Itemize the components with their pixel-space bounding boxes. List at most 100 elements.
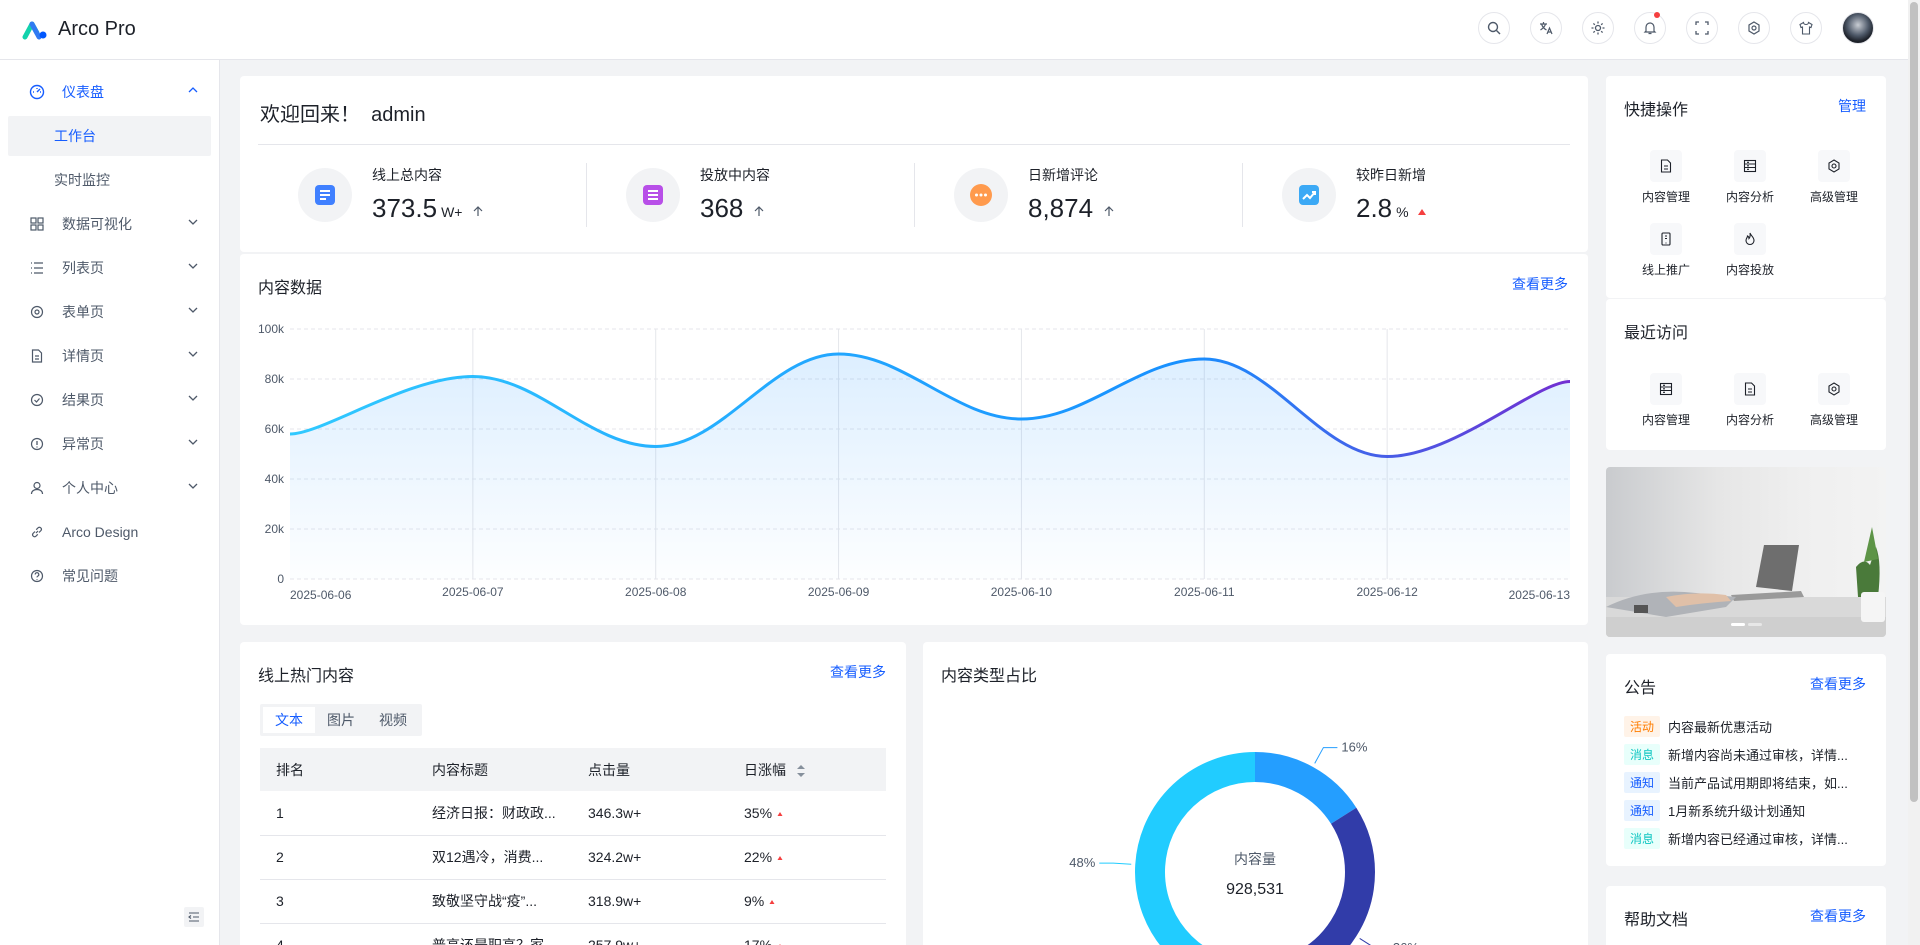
user-name: admin [371,104,426,126]
page-scrollbar[interactable] [1908,0,1920,945]
sidebar-item-label: 数据可视化 [62,216,132,232]
table-row[interactable]: 4 普高还是职高？家... 257.9w+ 17% [260,923,886,945]
sidebar-item-user[interactable]: 个人中心 [8,468,211,508]
chevron-down-icon [188,395,198,401]
y-tick-label: 100k [258,322,285,336]
quick-op-label: 高级管理 [1809,190,1858,204]
user-avatar[interactable] [1842,12,1874,44]
sidebar-subitem-monitor[interactable]: 实时监控 [54,172,110,188]
sidebar-item-visualization[interactable]: 数据可视化 [8,204,211,244]
arrow-up-icon [474,206,483,216]
notice-item[interactable]: 通知 1月新系统升级计划通知 [1624,796,1874,824]
sidebar-item-result[interactable]: 结果页 [8,380,211,420]
sidebar-item-label: 仪表盘 [62,84,104,100]
search-icon [1487,21,1501,35]
gear-icon [1828,382,1840,396]
app-title: Arco Pro [58,18,136,40]
notice-item[interactable]: 消息 新增内容尚未通过审核，详情... [1624,740,1874,768]
stat-online-content: 线上总内容 373.5 W+ [258,145,586,244]
view-more-link[interactable]: 查看更多 [1810,908,1866,924]
donut-slice[interactable] [1135,752,1256,945]
table-row[interactable]: 3 致敬坚守战“疫”... 318.9w+ 9% [260,879,886,924]
slice-leader-line [1314,747,1338,764]
fullscreen-icon [1695,21,1709,35]
x-tick-label: 2025-06-11 [1174,585,1235,599]
tab-image[interactable]: 图片 [327,712,355,728]
tab-text[interactable]: 文本 [263,707,315,733]
donut-slice[interactable] [1242,807,1375,945]
quick-op-label: 内容管理 [1641,190,1690,204]
recent-advanced-manage[interactable]: 高级管理 [1792,373,1876,428]
stat-value: 8,874 [1028,193,1094,223]
sidebar-subitem-workplace[interactable]: 工作台 [8,116,211,156]
sidebar-item-dashboard[interactable]: 仪表盘 [8,72,211,112]
table-cell: 318.9w+ [572,879,728,924]
sidebar-item-form[interactable]: 表单页 [8,292,211,332]
sidebar-item-profile-page[interactable]: 详情页 [8,336,211,376]
content-stat-icon [298,167,352,222]
recent-content-analysis[interactable]: 内容分析 [1708,373,1792,428]
recent-content-manage[interactable]: 内容管理 [1624,373,1708,428]
search-button[interactable] [1478,12,1510,44]
top-navbar: Arco Pro [0,0,1920,60]
language-button[interactable] [1530,12,1562,44]
sort-icon[interactable] [796,764,806,778]
question-circle-icon [28,567,46,585]
banner-carousel[interactable] [1606,467,1886,637]
recent-label: 内容分析 [1725,413,1774,427]
x-tick-label: 2025-06-07 [442,585,504,599]
notice-text: 1月新系统升级计划通知 [1668,803,1806,819]
notice-item[interactable]: 活动 内容最新优惠活动 [1624,712,1874,740]
x-tick-label: 2025-06-13 [1509,588,1571,602]
view-more-link[interactable]: 查看更多 [1810,676,1866,692]
x-tick-label: 2025-06-09 [808,585,870,599]
quick-op-content-manage[interactable]: 内容管理 [1624,150,1708,205]
notice-item[interactable]: 通知 当前产品试用期即将结束，如... [1624,768,1874,796]
quick-op-online-promotion[interactable]: 线上推广 [1624,223,1708,278]
caret-up-icon [777,856,783,860]
donut-slice[interactable] [1254,752,1357,825]
sidebar-item-arco-design[interactable]: Arco Design [8,512,211,552]
sidebar-item-list[interactable]: 列表页 [8,248,211,288]
view-more-link[interactable]: 查看更多 [830,664,886,680]
sidebar-item-label: 常见问题 [62,568,118,584]
y-tick-label: 40k [265,472,285,486]
chevron-down-icon [188,439,198,445]
table-cell: 致敬坚守战“疫”... [416,879,572,924]
manage-link[interactable]: 管理 [1838,98,1866,114]
stat-unit: W+ [441,204,463,220]
tab-video[interactable]: 视频 [379,712,407,728]
donut-center-value: 928,531 [1226,881,1284,898]
user-icon [28,479,46,497]
sun-icon [1591,21,1605,35]
table-row[interactable]: 1 经济日报：财政政... 346.3w+ 35% [260,791,886,836]
table-cell: 普高还是职高？家... [416,923,572,945]
notice-item[interactable]: 消息 新增内容已经通过审核，详情... [1624,824,1874,852]
fullscreen-button[interactable] [1686,12,1718,44]
column-header-sortable[interactable]: 日涨幅 [728,748,886,791]
logo[interactable]: Arco Pro [22,18,136,41]
theme-toggle-button[interactable] [1582,12,1614,44]
quick-ops-card: 快捷操作 管理 内容管理 内容分析 高级管理 线上推广 内容投放 [1606,76,1886,298]
table-row[interactable]: 2 双12遇冷，消费... 324.2w+ 22% [260,835,886,880]
table-cell: 4 [260,923,416,945]
table-cell: 9% [728,879,886,924]
stats-row: 线上总内容 373.5 W+ 投放中内容 368 日新增评论 8,874 较昨日新… [258,144,1570,244]
skin-button[interactable] [1790,12,1822,44]
slice-leader-line [1359,938,1371,945]
view-more-link[interactable]: 查看更多 [1512,276,1568,292]
quick-op-content-analysis[interactable]: 内容分析 [1708,150,1792,205]
quick-op-content-delivery[interactable]: 内容投放 [1708,223,1792,278]
storage-icon [1659,382,1673,396]
sidebar-item-faq[interactable]: 常见问题 [8,556,211,596]
sidebar: 仪表盘 工作台 实时监控 数据可视化 列表页 表单页 详情页 结果页 [0,60,220,945]
notification-button[interactable] [1634,12,1666,44]
collapse-sidebar-button[interactable] [184,907,204,927]
settings-button[interactable] [1738,12,1770,44]
sidebar-item-exception[interactable]: 异常页 [8,424,211,464]
file-icon [28,347,46,365]
x-tick-label: 2025-06-10 [991,585,1053,599]
scrollbar-thumb[interactable] [1910,2,1918,802]
quick-op-advanced-manage[interactable]: 高级管理 [1792,150,1876,205]
caret-up-icon [1417,209,1426,215]
